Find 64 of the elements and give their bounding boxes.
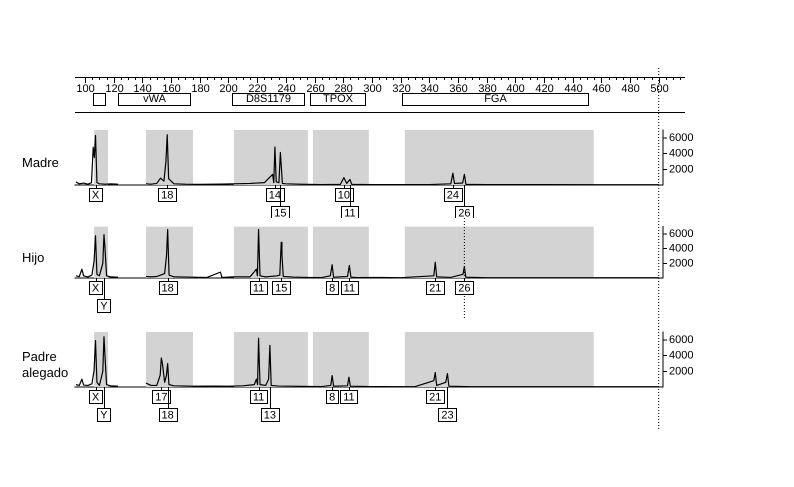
x-tick-label: 120 xyxy=(105,83,124,96)
annotation: Y xyxy=(100,410,108,422)
annotation: 18 xyxy=(162,282,174,295)
x-tick-label: 180 xyxy=(191,83,210,96)
x-tick-label: 160 xyxy=(162,83,181,96)
x-tick-label: 400 xyxy=(506,83,525,96)
x-tick-label: 500 xyxy=(650,83,669,96)
x-tick-label: 140 xyxy=(133,83,152,96)
x-tick-label: 340 xyxy=(420,83,439,96)
annotation: 17 xyxy=(155,392,168,404)
y-tick-label: 4000 xyxy=(669,242,694,255)
x-tick-label: 420 xyxy=(535,83,554,96)
annotation: 18 xyxy=(162,410,174,422)
y-axis-title: Padre alegado xyxy=(22,349,68,380)
annotation: 14 xyxy=(268,190,282,202)
y-tick-label: 2000 xyxy=(669,163,694,176)
text: FGA xyxy=(484,93,507,105)
annotation: 21 xyxy=(429,392,442,404)
x-tick-label: 480 xyxy=(621,83,640,96)
text: D8S1179 xyxy=(246,93,292,105)
x-tick-label: 380 xyxy=(478,83,497,96)
annotation: X xyxy=(92,282,100,295)
x-tick-label: 440 xyxy=(564,83,583,96)
y-tick-label: 2000 xyxy=(669,257,694,270)
annotation: 21 xyxy=(429,282,442,295)
x-tick-label: 260 xyxy=(306,83,325,96)
x-tick-label: 220 xyxy=(248,83,267,96)
annotation: 8 xyxy=(329,282,336,295)
y-tick-label: 2000 xyxy=(669,365,694,378)
y-tick-label: 4000 xyxy=(669,350,694,362)
x-tick-label: 280 xyxy=(334,83,353,96)
y-axis-title: Hijo xyxy=(22,250,44,265)
annotation: 11 xyxy=(344,282,356,295)
y-tick-label: 6000 xyxy=(669,132,694,144)
annotation: 15 xyxy=(274,208,286,220)
annotation: 8 xyxy=(329,392,336,404)
annotation: 11 xyxy=(344,208,356,220)
text: vWA xyxy=(143,93,166,105)
annotation: X xyxy=(92,392,100,404)
x-tick-label: 360 xyxy=(449,83,468,96)
annotation: Y xyxy=(100,300,108,313)
annotation: 18 xyxy=(161,190,174,202)
x-tick-label: 460 xyxy=(592,83,611,96)
annotation: 26 xyxy=(458,208,470,220)
annotation: 10 xyxy=(338,190,350,202)
annotation: 15 xyxy=(275,282,288,295)
y-tick-label: 4000 xyxy=(669,148,694,160)
x-tick-label: 200 xyxy=(219,83,238,96)
y-tick-label: 6000 xyxy=(669,228,694,240)
annotation: 11 xyxy=(252,392,264,404)
x-tick-label: 300 xyxy=(363,83,382,96)
annotation: 24 xyxy=(446,190,460,202)
y-axis-title: Madre xyxy=(22,155,59,170)
text: TPOX xyxy=(323,93,353,105)
annotation: 26 xyxy=(458,282,470,295)
annotation: 11 xyxy=(252,282,264,295)
annotation: 23 xyxy=(441,410,454,422)
annotation: X xyxy=(92,190,100,202)
x-tick-label: 100 xyxy=(76,83,95,96)
x-tick-label: 240 xyxy=(277,83,296,96)
x-tick-label: 320 xyxy=(392,83,411,96)
y-tick-label: 6000 xyxy=(669,334,694,346)
annotation: 11 xyxy=(343,392,355,404)
annotation: 13 xyxy=(264,410,276,422)
